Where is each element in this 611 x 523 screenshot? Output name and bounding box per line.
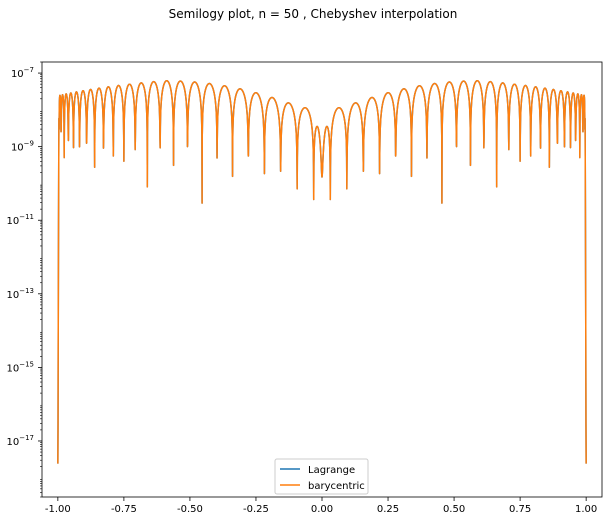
legend-label-barycentric: barycentric: [308, 481, 365, 492]
plot-area: [41, 61, 603, 498]
x-tick-label: 0.00: [311, 504, 333, 515]
y-axis: 10−7 10−9 10−11 10−13 10−15 10−17: [6, 61, 42, 498]
y-tick-label: 10−17: [6, 434, 34, 448]
y-tick-label: 10−7: [11, 66, 34, 80]
y-tick-label: 10−11: [6, 213, 34, 227]
series-layer: [57, 79, 587, 464]
x-tick-label: -0.25: [243, 504, 269, 515]
y-tick-label: 10−15: [6, 360, 34, 374]
chart-title: Semilogy plot, n = 50 , Chebyshev interp…: [169, 7, 458, 21]
series-line-barycentric: [57, 79, 587, 464]
x-tick-label: 1.00: [575, 504, 597, 515]
x-tick-label: -0.50: [177, 504, 203, 515]
legend-label-lagrange: Lagrange: [308, 465, 355, 476]
plot-background: [42, 62, 602, 497]
x-tick-label: 0.50: [443, 504, 465, 515]
legend: Lagrange barycentric: [274, 458, 369, 495]
x-tick-label: -0.75: [111, 504, 137, 515]
y-tick-label: 10−13: [6, 287, 34, 301]
x-tick-label: 0.75: [509, 504, 531, 515]
x-tick-label: -1.00: [45, 504, 71, 515]
x-tick-label: 0.25: [377, 504, 399, 515]
y-tick-label: 10−9: [11, 140, 34, 154]
x-axis: -1.00 -0.75 -0.50 -0.25 0.00 0.25 0.50 0.75 1.00: [45, 497, 597, 515]
